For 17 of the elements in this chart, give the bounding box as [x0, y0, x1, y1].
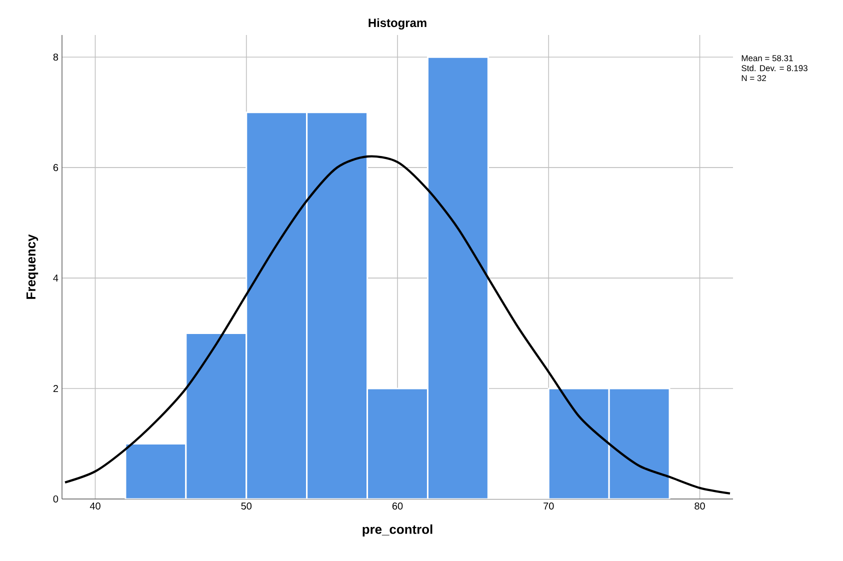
y-axis-title: Frequency — [26, 234, 38, 299]
y-tick-label: 8 — [53, 54, 58, 61]
y-tick-label: 0 — [53, 495, 58, 503]
x-tick-label: 70 — [544, 502, 554, 510]
chart-title: Histogram — [368, 18, 426, 30]
y-tick-label: 6 — [53, 164, 58, 172]
text: Mean = 58.31 — [742, 55, 793, 62]
x-tick-label: 60 — [392, 502, 403, 510]
x-tick-label: 50 — [241, 502, 252, 510]
y-tick-label: 2 — [53, 385, 58, 392]
line-series — [64, 155, 732, 495]
x-tick-label: 80 — [694, 502, 705, 510]
y-tick-label: 4 — [53, 274, 58, 282]
x-axis-title: pre_control — [362, 524, 432, 536]
text: Std. Dev. = 8.193 — [742, 64, 808, 72]
x-tick-label: 40 — [90, 502, 100, 510]
text: N = 32 — [742, 75, 766, 82]
